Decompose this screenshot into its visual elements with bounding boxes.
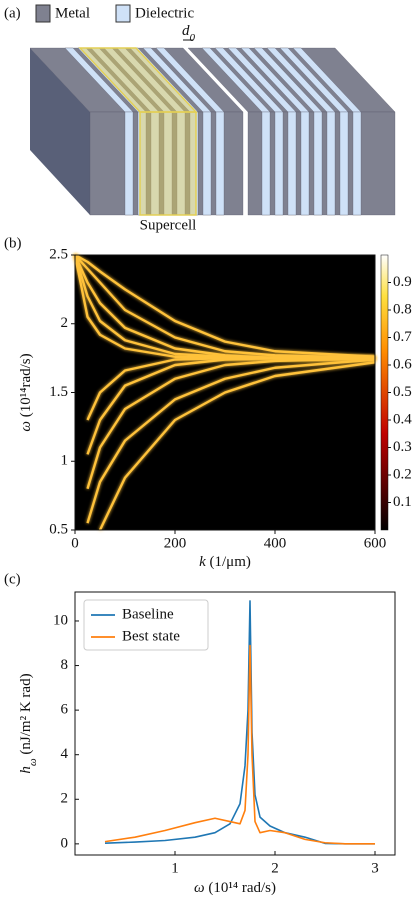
label-part: (10¹⁴ rad/s) [205, 880, 276, 896]
y-tick-label: 1 [61, 453, 69, 469]
x-tick-label: 0 [71, 535, 79, 551]
panel-label: (b) [4, 235, 22, 251]
legend-label: Dielectric [135, 5, 194, 21]
band-curve [86, 356, 376, 490]
y-tick-label: 0.5 [49, 521, 68, 537]
colorbar-tick-label: 0.7 [393, 329, 412, 345]
layer-front [274, 111, 284, 216]
layer-front [124, 111, 134, 216]
axis-label: hω (nJ/m² K rad) [18, 673, 38, 773]
y-tick-label: 2 [61, 315, 69, 331]
colorbar-tick-label: 0.8 [393, 301, 412, 317]
layer-front [215, 111, 225, 216]
layer-front [202, 111, 212, 216]
line-series [104, 644, 375, 845]
y-tick-label: 8 [61, 657, 69, 673]
colorbar [380, 254, 389, 531]
legend-swatch [115, 4, 131, 23]
band-curve [86, 358, 376, 524]
x-tick-label: 2 [271, 860, 279, 876]
label-part: ω [18, 421, 34, 432]
legend-label: Baseline [122, 606, 174, 622]
band-curve [86, 356, 375, 421]
layers [29, 47, 396, 216]
layer-front [261, 111, 271, 216]
label-part: d [182, 23, 190, 39]
label-part: (1/μm) [206, 554, 251, 570]
band-curve [74, 253, 376, 358]
colorbar-tick-label: 0.2 [393, 466, 412, 482]
colorbar-tick-label: 0.1 [393, 494, 412, 510]
legend-label: Best state [122, 628, 180, 644]
axis-label: ω (10¹⁴rad/s) [18, 353, 34, 431]
legend-swatch [35, 4, 51, 23]
supercell-front [139, 111, 197, 216]
label-part: ω [27, 758, 39, 766]
layer-front [352, 111, 362, 216]
y-tick-label: 2.5 [49, 246, 68, 262]
legend-label: Metal [55, 5, 90, 21]
y-tick-label: 2 [61, 791, 69, 807]
colorbar-tick-label: 0.5 [393, 384, 412, 400]
label-part: (10¹⁴rad/s) [18, 353, 34, 421]
band-curve [98, 361, 376, 531]
axis-label: ω (10¹⁴ rad/s) [194, 880, 276, 896]
x-tick-label: 3 [371, 860, 379, 876]
supercell-label: Supercell [140, 217, 197, 233]
panel-label: (c) [4, 571, 21, 587]
axis-label: d0 [182, 23, 196, 43]
colorbar-tick-label: 0.3 [393, 439, 412, 455]
layer-front [287, 111, 297, 216]
axis-label: k (1/μm) [199, 554, 251, 570]
colorbar-tick-label: 0.9 [393, 274, 412, 290]
y-tick-label: 0 [61, 835, 69, 851]
block-side [30, 48, 90, 215]
layer-front [339, 111, 349, 216]
label-part: h [18, 766, 34, 774]
x-tick-label: 200 [164, 535, 187, 551]
y-tick-label: 4 [61, 746, 69, 762]
label-part: ω [194, 880, 205, 896]
y-tick-label: 1.5 [49, 384, 68, 400]
y-tick-label: 6 [61, 702, 69, 718]
panel-label: (a) [4, 5, 21, 21]
layer-front [300, 111, 310, 216]
x-tick-label: 1 [171, 860, 179, 876]
line-series [104, 600, 375, 845]
label-part: (nJ/m² K rad) [18, 673, 34, 758]
plot-frame [74, 591, 396, 856]
colorbar-tick-label: 0.4 [393, 411, 412, 427]
label-part: k [199, 554, 206, 570]
label-part: 0 [190, 32, 196, 44]
x-tick-label: 400 [264, 535, 287, 551]
x-tick-label: 600 [364, 535, 387, 551]
y-tick-label: 10 [53, 612, 68, 628]
colorbar-tick-label: 0.6 [393, 356, 412, 372]
layer-front [313, 111, 323, 216]
band-curve [74, 254, 376, 360]
layer-front [326, 111, 336, 216]
